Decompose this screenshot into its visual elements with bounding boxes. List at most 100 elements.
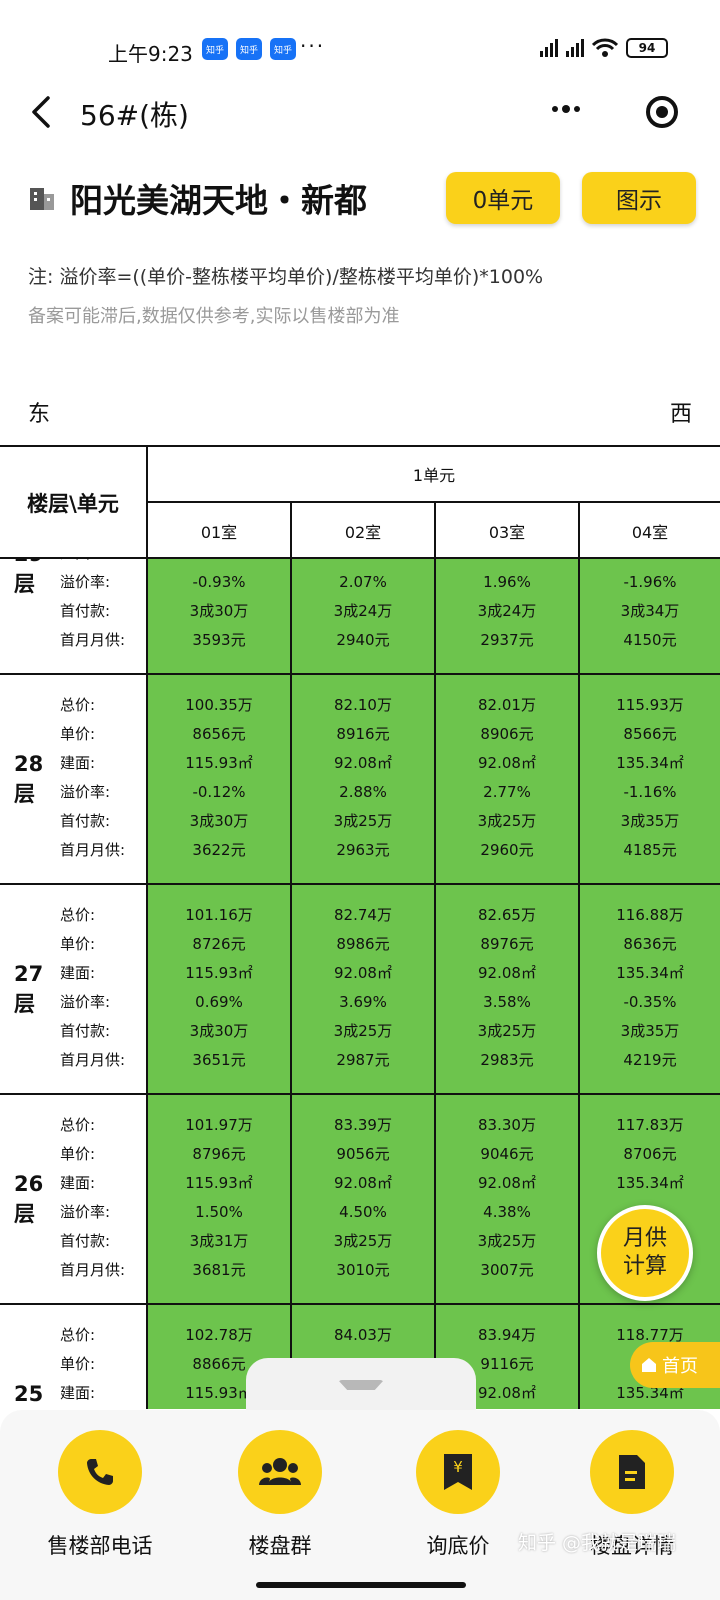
field-label: 首月月供: [60, 1261, 126, 1279]
drag-panel[interactable] [246, 1358, 476, 1418]
cell-value: 3593元 [192, 631, 246, 649]
cell-value: 1.50% [195, 1203, 243, 1221]
cell-value: 83.94万 [478, 1326, 536, 1344]
cell-value: 102.78万 [185, 1326, 253, 1344]
table-header: 楼层\单元 1单元 01室 02室 03室 04室 [0, 445, 720, 559]
cell-value: 92.08㎡ [478, 964, 536, 982]
cell-value: 3成34万 [620, 602, 680, 620]
sales-phone-button[interactable]: 售楼部电话 [20, 1430, 180, 1560]
cell-value: 135.34㎡ [616, 964, 684, 982]
home-indicator[interactable] [256, 1582, 466, 1588]
project-name: 阳光美湖天地・新都 [70, 181, 367, 220]
cell-value: 3成25万 [333, 1232, 393, 1250]
room-cell[interactable]: 82.10万 8916元 92.08㎡ 2.88% 3成25万 2963元 [290, 675, 434, 883]
home-label: 首页 [662, 1356, 698, 1377]
more-icon[interactable] [546, 92, 586, 126]
monthly-payment-calc-button[interactable]: 月供计算 [597, 1205, 693, 1301]
room-cell[interactable]: 82.65万 8976元 92.08㎡ 3.58% 3成25万 2983元 [434, 885, 578, 1093]
room-cell[interactable]: 115.93万 8566元 135.34㎡ -1.16% 3成35万 4185元 [578, 675, 720, 883]
cell-value: 92.08㎡ [334, 754, 392, 772]
room-header: 01室 [200, 523, 238, 542]
floor-name: 26层 [14, 1172, 44, 1226]
field-label: 建面: [60, 1384, 96, 1402]
cell-value: 101.16万 [185, 906, 253, 924]
field-label: 建面: [60, 964, 96, 982]
cell-value: 8906元 [480, 725, 534, 743]
cell-value: 82.10万 [334, 696, 392, 714]
cell-value: 8566元 [623, 725, 677, 743]
table-body[interactable]: 29层总价: 单价: 建面: 溢价率: 首付款: 首月月供: 100.35万 8656元 115… [0, 559, 720, 1409]
cell-value: -0.93% [192, 573, 246, 591]
field-label: 首月月供: [60, 841, 126, 859]
cell-value: 9116元 [480, 1355, 534, 1373]
room-cell[interactable]: 100.35万 8656元 115.93㎡ -0.12% 3成30万 3622元 [148, 675, 290, 883]
field-label: 总价: [60, 1116, 96, 1134]
cell-value: 3651元 [192, 1051, 246, 1069]
floor-label-cell: 29层总价:单价:建面:溢价率:首付款:首月月供: [0, 559, 148, 673]
field-label: 建面: [60, 754, 96, 772]
field-label: 溢价率: [60, 1408, 125, 1409]
group-chat-button[interactable]: 楼盘群 [200, 1430, 360, 1560]
back-icon[interactable] [26, 92, 56, 132]
cell-value: 3成25万 [333, 1022, 393, 1040]
room-cell[interactable]: 82.01万 8906元 92.08㎡ 2.77% 3成25万 2960元 [434, 675, 578, 883]
field-labels: 总价:单价:建面:溢价率:首付款:首月月供: [60, 1321, 125, 1409]
cell-value: 3.58% [483, 993, 531, 1011]
cell-value: 9056元 [336, 1145, 390, 1163]
cell-value: 4219元 [623, 1051, 677, 1069]
bottom-label: 楼盘详情 [590, 1534, 674, 1558]
field-label: 单价: [60, 725, 96, 743]
floor-name: 29层 [14, 559, 43, 596]
room-cell[interactable]: 101.16万 8726元 115.93㎡ 0.69% 3成30万 3651元 [148, 885, 290, 1093]
legend-button[interactable]: 图示 [582, 172, 696, 224]
ask-price-button[interactable]: ¥ 询底价 [378, 1430, 538, 1560]
cell-value: 101.97万 [185, 1116, 253, 1134]
floor-unit-header: 楼层\单元 [0, 447, 148, 559]
cell-value: 4.38% [483, 1203, 531, 1221]
room-cell[interactable]: 82.74万 8986元 92.08㎡ 3.69% 3成25万 2987元 [290, 885, 434, 1093]
project-detail-button[interactable]: 楼盘详情 [552, 1430, 712, 1560]
floor-label-cell: 25层总价:单价:建面:溢价率:首付款:首月月供: [0, 1305, 148, 1409]
unit-select-button[interactable]: 0单元 [446, 172, 560, 224]
cell-value: 8916元 [336, 725, 390, 743]
room-cell[interactable]: 83.30万 9046元 92.08㎡ 4.38% 3成25万 3007元 [434, 1095, 578, 1303]
room-cell[interactable]: 83.39万 9056元 92.08㎡ 4.50% 3成25万 3010元 [290, 1095, 434, 1303]
cell-value: 135.34㎡ [616, 1174, 684, 1192]
cell-value: 2960元 [480, 841, 534, 859]
cell-value: 82.74万 [334, 906, 392, 924]
status-bar: 上午9:23 知乎 知乎 知乎 ··· 94 [0, 0, 720, 90]
floor-label-cell: 28层 总价: 单价: 建面: 溢价率: 首付款: 首月月供: [0, 675, 148, 883]
field-label: 首月月供: [60, 631, 126, 649]
premium-rate-note: 注: 溢价率=((单价-整栋楼平均单价)/整栋楼平均单价)*100% [28, 266, 544, 288]
cell-value: 3成30万 [189, 602, 249, 620]
cell-value: 92.08㎡ [292, 559, 434, 568]
cell-value: 3010元 [336, 1261, 390, 1279]
field-label: 建面: [60, 1174, 96, 1192]
room-cell[interactable]: 117.83万 8706元 135.34㎡ [578, 1095, 720, 1303]
status-time: 上午9:23 [108, 42, 193, 66]
cell-value: 84.03万 [334, 1326, 392, 1344]
close-target-icon[interactable] [646, 96, 678, 128]
room-header: 04室 [578, 503, 720, 559]
cell-value: 8866元 [192, 1355, 246, 1373]
cell-value: 3681元 [192, 1261, 246, 1279]
cell-value: 3007元 [480, 1261, 534, 1279]
group-icon [238, 1430, 322, 1514]
bottom-action-bar: 售楼部电话 楼盘群 ¥ 询底价 楼盘详情 [0, 1410, 720, 1600]
room-cell[interactable]: 101.97万 8796元 115.93㎡ 1.50% 3成31万 3681元 [148, 1095, 290, 1303]
cell-value: 8976元 [480, 935, 534, 953]
room-cell[interactable]: 116.88万 8636元 135.34㎡ -0.35% 3成35万 4219元 [578, 885, 720, 1093]
floor-name: 27层 [14, 962, 44, 1016]
wifi-icon [592, 38, 618, 57]
field-label: 单价: [60, 1355, 96, 1373]
floor-name: 28层 [14, 752, 44, 806]
cell-value: 8726元 [192, 935, 246, 953]
floor-row: 29层总价:单价:建面:溢价率:首付款:首月月供:100.35万8656元115… [0, 559, 720, 675]
drag-handle-icon[interactable] [338, 1380, 384, 1390]
home-button[interactable]: 首页 [630, 1342, 720, 1388]
field-label: 总价: [60, 1326, 96, 1344]
